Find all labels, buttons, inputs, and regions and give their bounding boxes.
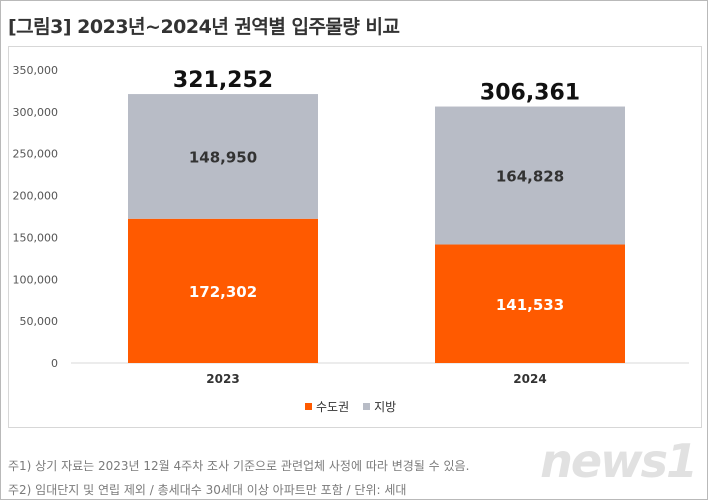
stacked-bar-chart: 0 50,000 100,000 150,000 200,000 250,000 300,0… [13,64,689,386]
x-tick-label: 2023 [206,372,239,386]
bar-data-label: 172,302 [189,283,257,301]
chart-container: 0 50,000 100,000 150,000 200,000 250,000 300,0… [8,46,702,428]
bar-segment-capital [435,244,625,363]
y-tick-label: 200,000 [13,190,59,203]
footnote-1: 주1) 상기 자료는 2023년 12월 4주차 조사 기준으로 관련업체 사정… [8,459,470,473]
legend-label-capital: 수도권 [316,400,350,414]
watermark-logo: news1 [540,434,698,488]
bar-data-label: 164,828 [496,168,564,186]
y-tick-label: 150,000 [13,231,59,244]
footnote-2: 주2) 임대단지 및 연립 제외 / 총세대수 30세대 이상 아파트만 포함 … [8,483,407,497]
bar-segment-regional [128,94,318,219]
figure-title: [그림3] 2023년~2024년 권역별 입주물량 비교 [8,16,400,38]
y-tick-label: 0 [51,357,58,370]
x-tick-label: 2024 [513,372,546,386]
legend-swatch-regional [363,403,371,410]
legend-label-regional: 지방 [374,400,397,414]
legend-item-capital: 수도권 [305,398,349,415]
bar-data-label: 148,950 [189,148,257,166]
legend-item-regional: 지방 [363,398,396,415]
y-tick-label: 250,000 [13,148,59,161]
y-tick-label: 100,000 [13,273,59,286]
bar-total-label: 306,361 [480,81,580,106]
y-tick-label: 300,000 [13,106,59,119]
bar-data-label: 141,533 [496,296,564,314]
bar-segment-capital [128,218,318,363]
chart-legend: 수도권 지방 [305,398,404,415]
y-tick-label: 50,000 [20,315,59,328]
legend-swatch-capital [305,403,312,410]
bar-segment-regional [435,106,625,245]
bar-total-label: 321,252 [173,68,273,93]
y-tick-label: 350,000 [13,64,59,77]
